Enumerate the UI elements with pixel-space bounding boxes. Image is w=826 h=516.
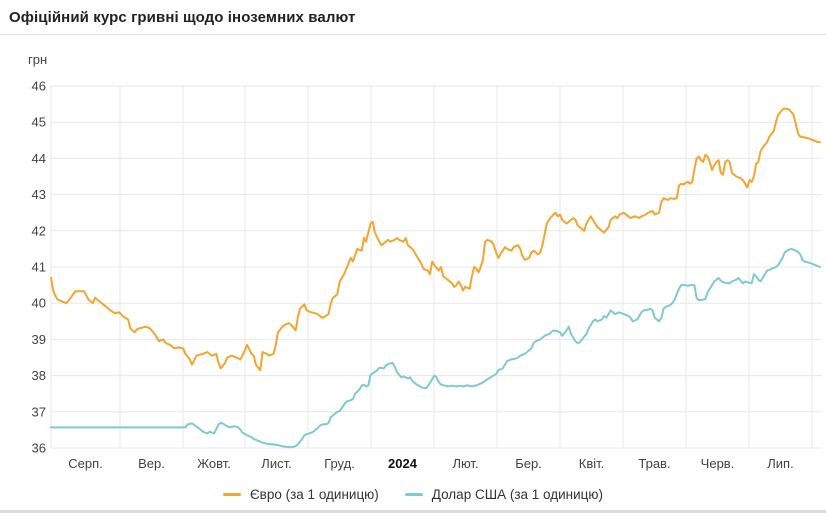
x-tick-label: Лист.	[261, 456, 291, 471]
y-tick-label: 38	[32, 368, 46, 383]
x-tick-label: 2024	[388, 456, 418, 471]
usd-line[interactable]	[50, 247, 821, 449]
euro-line-swatch-icon	[222, 492, 241, 496]
y-tick-label: 44	[32, 151, 46, 166]
legend-label-usd: Долар США (за 1 одиницю)	[431, 486, 604, 502]
x-tick-label: Лип.	[767, 456, 793, 471]
y-tick-label: 36	[32, 441, 46, 456]
legend-item-usd[interactable]: Долар США (за 1 одиницю)	[404, 486, 604, 502]
euro-line[interactable]	[50, 107, 821, 372]
x-tick-label: Квіт.	[579, 456, 605, 471]
x-tick-label: Трав.	[638, 456, 670, 471]
page-title: Офіційний курс гривні щодо іноземних вал…	[9, 8, 356, 26]
y-axis-unit-label: грн	[28, 52, 48, 67]
y-tick-label: 41	[32, 260, 46, 275]
y-tick-label: 39	[32, 332, 46, 347]
legend-item-euro[interactable]: Євро (за 1 одиницю)	[222, 486, 379, 502]
legend: Євро (за 1 одиницю) Долар США (за 1 один…	[0, 481, 826, 507]
x-tick-label: Серп.	[68, 456, 103, 471]
y-tick-label: 40	[32, 296, 46, 311]
y-tick-label: 45	[32, 115, 46, 130]
x-tick-label: Жовт.	[197, 456, 231, 471]
x-tick-label: Лют.	[452, 456, 478, 471]
y-tick-label: 42	[32, 223, 46, 238]
bottom-divider	[0, 510, 826, 513]
x-tick-label: Черв.	[701, 456, 735, 471]
y-tick-label: 46	[32, 79, 46, 94]
x-tick-label: Груд.	[324, 456, 355, 471]
page-header: Офіційний курс гривні щодо іноземних вал…	[0, 0, 826, 35]
usd-line-swatch-icon	[404, 492, 423, 496]
y-tick-label: 37	[32, 404, 46, 419]
y-tick-label: 43	[32, 187, 46, 202]
x-tick-label: Бер.	[515, 456, 542, 471]
x-tick-label: Вер.	[138, 456, 165, 471]
legend-label-euro: Євро (за 1 одиницю)	[249, 486, 379, 502]
